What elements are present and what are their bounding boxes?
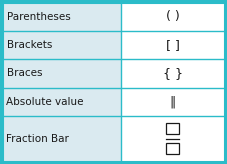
Text: Parentheses: Parentheses xyxy=(7,12,70,22)
Text: ( ): ( ) xyxy=(166,10,180,23)
Text: { }: { } xyxy=(163,67,183,80)
Bar xyxy=(121,116,225,162)
Bar xyxy=(121,88,225,116)
Text: Fraction Bar: Fraction Bar xyxy=(7,134,69,144)
Text: Absolute value: Absolute value xyxy=(7,97,84,107)
Bar xyxy=(2,88,121,116)
Text: [ ]: [ ] xyxy=(166,39,180,52)
Bar xyxy=(121,31,225,59)
Text: Brackets: Brackets xyxy=(7,40,52,50)
Bar xyxy=(2,116,121,162)
Bar xyxy=(2,2,121,31)
Text: ‖: ‖ xyxy=(170,95,176,108)
Text: Braces: Braces xyxy=(7,69,42,79)
Bar xyxy=(121,59,225,88)
Bar xyxy=(166,144,179,154)
Bar xyxy=(121,2,225,31)
Bar xyxy=(166,123,179,134)
Bar xyxy=(2,31,121,59)
Bar xyxy=(2,59,121,88)
